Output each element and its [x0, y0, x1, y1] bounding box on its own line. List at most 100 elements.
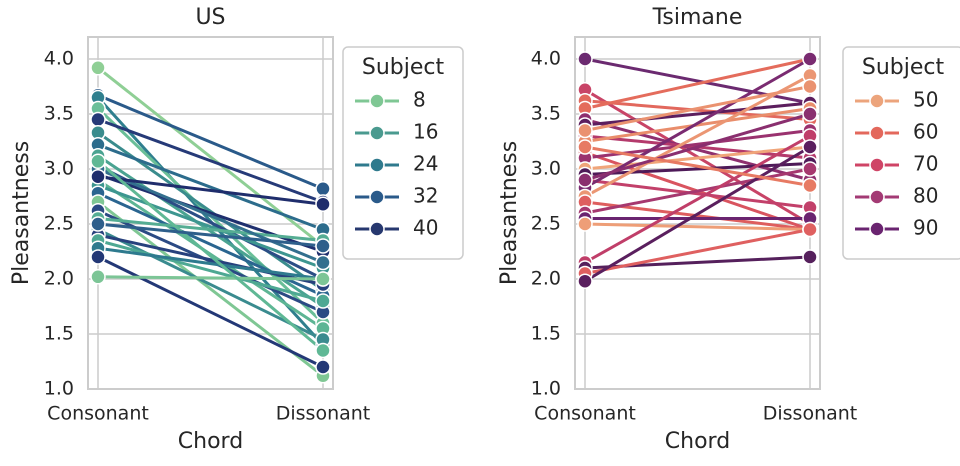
data-point — [802, 161, 818, 177]
series-line — [584, 57, 811, 190]
series-line — [97, 93, 324, 191]
legend-marker — [369, 93, 385, 109]
y-tick-label: 2.0 — [44, 268, 74, 290]
series-line — [584, 101, 811, 127]
series-line — [584, 145, 811, 187]
data-point — [90, 60, 106, 76]
series-line — [97, 167, 324, 264]
legend-label: 16 — [413, 120, 438, 144]
legend-label: 8 — [413, 88, 426, 112]
legend-label: 90 — [913, 216, 938, 240]
x-tick-label: Dissonant — [763, 403, 858, 425]
series-line — [584, 112, 811, 182]
series-line — [97, 160, 324, 352]
series-line — [584, 162, 811, 176]
series-line — [97, 184, 324, 270]
legend-title: Subject — [362, 55, 445, 80]
series-line — [584, 145, 811, 283]
series-line — [97, 233, 324, 286]
plot-frame — [87, 36, 334, 390]
legend-label: 80 — [913, 184, 938, 208]
legend-label: 70 — [913, 152, 938, 176]
legend-marker — [369, 125, 385, 141]
data-point — [802, 51, 818, 67]
data-point — [90, 168, 106, 185]
legend-marker — [869, 125, 885, 141]
series-line — [97, 255, 324, 369]
series-line — [584, 167, 811, 215]
data-point — [315, 196, 331, 212]
series-line — [584, 228, 811, 275]
series-line — [97, 275, 324, 281]
legend-marker — [369, 189, 385, 205]
x-axis-label: Chord — [665, 429, 730, 454]
series-line — [584, 178, 811, 209]
series-line — [97, 200, 324, 377]
series-line — [97, 173, 324, 253]
data-point — [315, 181, 331, 197]
series-line — [584, 99, 811, 121]
y-tick-label: 2.5 — [531, 213, 561, 235]
series-line — [97, 222, 324, 248]
y-tick-label: 3.0 — [531, 158, 561, 180]
data-point — [802, 177, 818, 194]
series-line — [97, 143, 324, 231]
data-point — [577, 216, 593, 232]
series-line — [97, 246, 324, 281]
y-tick-label: 2.5 — [44, 213, 74, 235]
data-point — [802, 221, 818, 238]
chart-title: Tsimane — [652, 5, 743, 30]
y-tick-label: 1.0 — [44, 378, 74, 400]
legend-marker — [369, 221, 385, 237]
series-line — [584, 85, 811, 132]
y-tick-label: 2.0 — [531, 268, 561, 290]
series-line — [584, 74, 811, 198]
data-point — [315, 359, 331, 375]
data-point — [577, 273, 593, 289]
x-tick-label: Consonant — [534, 403, 636, 425]
legend-marker — [369, 157, 385, 173]
x-tick-label: Dissonant — [276, 403, 371, 425]
y-axis-label: Pleasantness — [9, 141, 34, 285]
plot-frame — [574, 36, 821, 390]
series-line — [97, 217, 324, 242]
data-point — [577, 51, 593, 67]
series-line — [97, 118, 324, 204]
data-point — [315, 293, 331, 309]
legend-marker — [869, 189, 885, 205]
data-point — [315, 342, 331, 359]
data-point — [577, 122, 593, 139]
y-tick-label: 4.0 — [531, 48, 561, 70]
legend-label: 60 — [913, 120, 938, 144]
legend-label: 32 — [413, 184, 438, 208]
series-line — [584, 222, 811, 231]
y-tick-label: 4.0 — [44, 48, 74, 70]
chart-title: US — [195, 5, 225, 30]
series-line — [97, 228, 324, 341]
data-point — [315, 254, 331, 271]
series-line — [584, 134, 811, 264]
x-tick-label: Consonant — [47, 403, 149, 425]
data-point — [90, 249, 106, 265]
legend-marker — [869, 221, 885, 237]
data-point — [90, 216, 106, 232]
data-point — [315, 238, 331, 254]
y-tick-label: 1.0 — [531, 378, 561, 400]
legend-marker — [869, 157, 885, 173]
data-point — [802, 249, 818, 265]
y-tick-label: 3.5 — [44, 103, 74, 125]
y-tick-label: 3.5 — [531, 103, 561, 125]
legend-label: 40 — [413, 216, 438, 240]
series-line — [584, 57, 811, 110]
data-point — [577, 172, 593, 188]
data-point — [802, 78, 818, 95]
data-point — [90, 111, 106, 128]
x-axis-label: Chord — [178, 429, 243, 454]
data-point — [90, 269, 106, 285]
y-tick-label: 3.0 — [44, 158, 74, 180]
y-tick-label: 1.5 — [531, 323, 561, 345]
data-point — [577, 139, 593, 155]
series-line — [97, 175, 324, 206]
series-line — [97, 239, 324, 303]
